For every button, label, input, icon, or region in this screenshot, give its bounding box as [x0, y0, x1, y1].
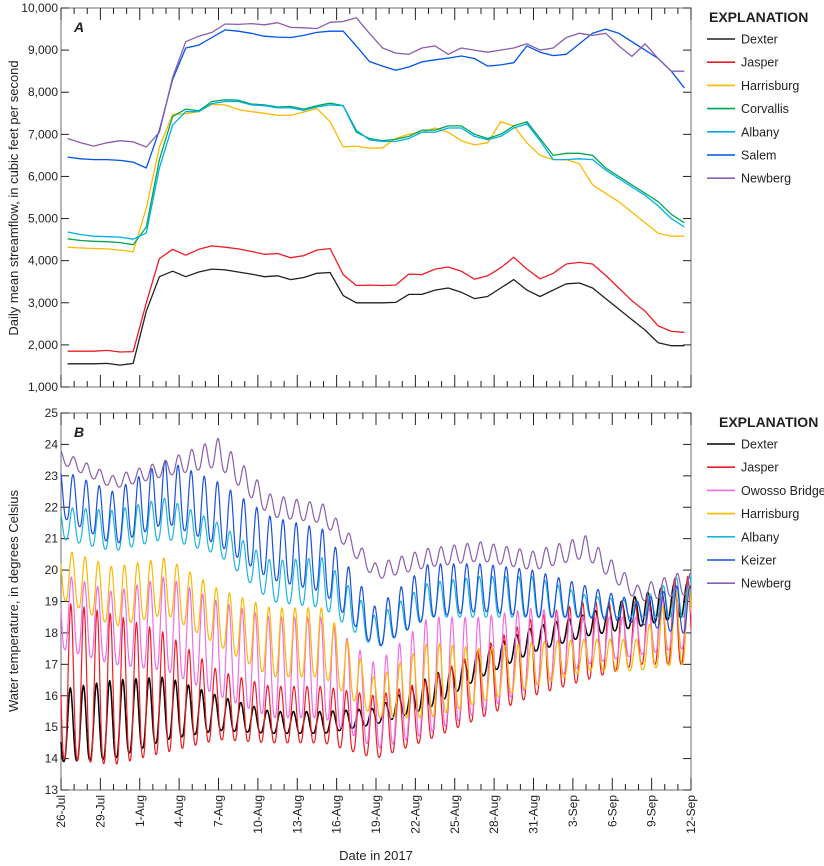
panel-b-y-axis-title: Water temperature, in degrees Celsius [6, 489, 21, 712]
x-tick-label: 22-Aug [408, 795, 422, 834]
y-tick-label: 25 [45, 406, 59, 420]
y-tick-label: 20 [45, 563, 59, 577]
series-line-harrisburg [67, 103, 685, 253]
legend-label-albany: Albany [741, 125, 780, 139]
legend-label-harrisburg: Harrisburg [741, 79, 799, 93]
x-tick-label: 29-Jul [93, 795, 107, 828]
panel-a-streamflow-chart: 1,000 2,000 3,000 4,000 5,000 6,000 7,000 8,000… [21, 1, 799, 394]
panel-a-label: A [73, 19, 84, 35]
series-line-owosso-bridge [60, 576, 692, 749]
x-tick-label: 10-Aug [251, 795, 265, 834]
y-tick-label: 10,000 [21, 1, 58, 15]
x-tick-label: 12-Sep [684, 795, 698, 834]
series-line-newberg [60, 437, 692, 602]
y-tick-label: 19 [45, 595, 59, 609]
y-tick-label: 3,000 [28, 296, 58, 310]
panel-a-y-axis-title: Daily mean streamflow, in cubic feet per… [6, 60, 21, 335]
series-line-dexter [60, 581, 692, 763]
panel-b-temperature-chart: 13 14 15 16 17 18 19 20 21 22 23 24 25 26-Jul 29-Jul 1-… [45, 406, 824, 834]
y-tick-label: 22 [45, 500, 59, 514]
x-tick-label: 7-Aug [212, 795, 226, 827]
x-tick-label: 13-Aug [290, 795, 304, 834]
series-line-albany [60, 497, 692, 647]
y-tick-label: 15 [45, 720, 59, 734]
y-tick-label: 14 [45, 752, 59, 766]
x-tick-label: 4-Aug [172, 795, 186, 827]
y-tick-label: 24 [45, 437, 59, 451]
panel-b-label: B [74, 424, 84, 440]
series-line-jasper [60, 575, 692, 765]
y-tick-label: 8,000 [28, 85, 58, 99]
series-line-jasper [67, 245, 685, 353]
series-line-newberg [67, 17, 685, 148]
x-tick-label: 26-Jul [54, 795, 68, 828]
y-tick-label: 16 [45, 689, 59, 703]
x-tick-label: 6-Sep [605, 795, 619, 827]
y-tick-label: 4,000 [28, 254, 58, 268]
x-tick-label: 25-Aug [448, 795, 462, 834]
panel-a-legend-title: EXPLANATION [709, 9, 808, 25]
y-tick-label: 17 [45, 657, 59, 671]
series-line-albany [67, 100, 685, 240]
legend-label-keizer: Keizer [741, 554, 776, 568]
panel-b-legend-title: EXPLANATION [719, 414, 818, 430]
legend-label-newberg: Newberg [741, 172, 791, 186]
legend-label-corvallis: Corvallis [741, 102, 789, 116]
y-tick-label: 13 [45, 783, 59, 797]
y-tick-label: 18 [45, 626, 59, 640]
plot-frame [60, 7, 692, 388]
y-tick-label: 5,000 [28, 212, 58, 226]
legend-label-jasper: Jasper [741, 56, 779, 70]
y-tick-label: 2,000 [28, 338, 58, 352]
series-line-harrisburg [60, 551, 692, 719]
y-tick-label: 7,000 [28, 127, 58, 141]
x-tick-label: 1-Aug [133, 795, 147, 827]
x-tick-label: 31-Aug [527, 795, 541, 834]
x-tick-label: 16-Aug [330, 795, 344, 834]
legend-label-jasper: Jasper [741, 461, 779, 475]
series-line-keizer [60, 460, 692, 647]
x-tick-label: 28-Aug [487, 795, 501, 834]
x-tick-label: 19-Aug [369, 795, 383, 834]
legend-label-dexter: Dexter [741, 438, 778, 452]
y-tick-label: 9,000 [28, 43, 58, 57]
x-tick-label: 3-Sep [566, 795, 580, 827]
series-line-salem [67, 28, 685, 169]
x-axis-title: Date in 2017 [339, 848, 413, 863]
legend-label-newberg: Newberg [741, 577, 791, 591]
legend-label-dexter: Dexter [741, 33, 778, 47]
y-tick-label: 1,000 [28, 380, 58, 394]
y-tick-label: 6,000 [28, 169, 58, 183]
legend-label-salem: Salem [741, 149, 776, 163]
legend-label-albany: Albany [741, 530, 780, 544]
legend-label-owosso-bridge: Owosso Bridge [741, 484, 824, 498]
series-line-corvallis [67, 99, 685, 246]
series-line-dexter [67, 268, 685, 366]
x-tick-label: 9-Sep [645, 795, 659, 827]
y-tick-label: 21 [45, 532, 59, 546]
legend-label-harrisburg: Harrisburg [741, 507, 799, 521]
y-tick-label: 23 [45, 469, 59, 483]
